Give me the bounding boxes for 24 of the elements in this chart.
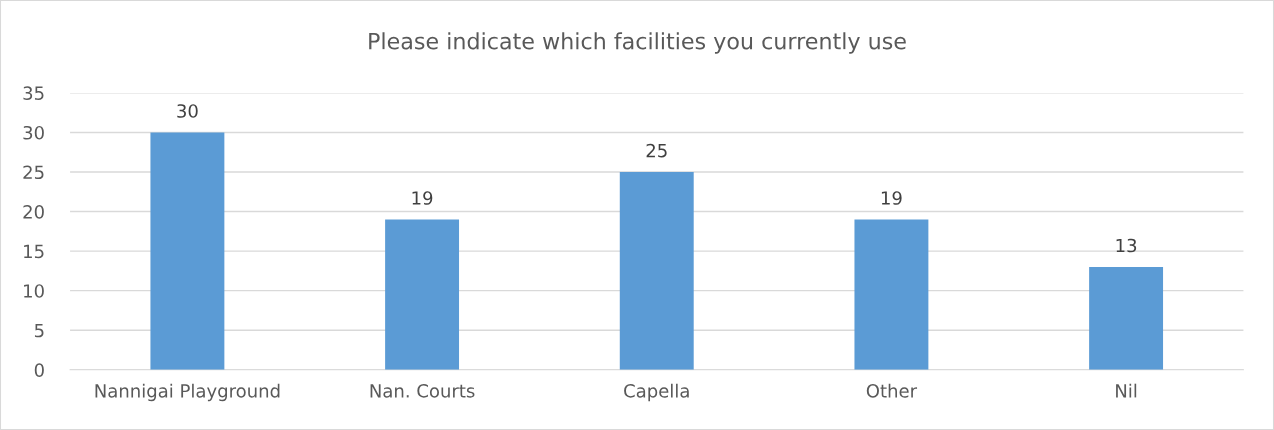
y-tick-label: 10 (24, 284, 44, 298)
y-tick-label: 20 (23, 205, 44, 219)
data-label: 19 (881, 191, 902, 205)
y-tick-label: 0 (34, 363, 44, 377)
chart-title: Please indicate which facilities you currently use (369, 32, 906, 54)
bar (385, 219, 460, 370)
y-tick-label: 25 (23, 165, 44, 180)
bar (150, 132, 225, 370)
x-tick-label: Capella (624, 383, 689, 402)
y-tick-label: 5 (34, 323, 44, 338)
y-tick-label: 15 (24, 244, 44, 259)
y-tick-label: 30 (23, 125, 44, 140)
bar (1089, 266, 1164, 370)
data-label: 19 (412, 191, 433, 205)
data-label: 25 (646, 143, 667, 158)
data-label: 13 (1116, 238, 1137, 253)
x-tick-label: Nan. Courts (370, 384, 475, 398)
bar (619, 172, 694, 370)
x-tick-label: Nil (1116, 383, 1137, 398)
y-tick-label: 35 (23, 86, 44, 100)
x-tick-label: Other (866, 383, 918, 398)
x-tick-label: Nannigai Playground (95, 383, 280, 402)
bar (854, 219, 929, 370)
data-label: 30 (177, 104, 198, 118)
